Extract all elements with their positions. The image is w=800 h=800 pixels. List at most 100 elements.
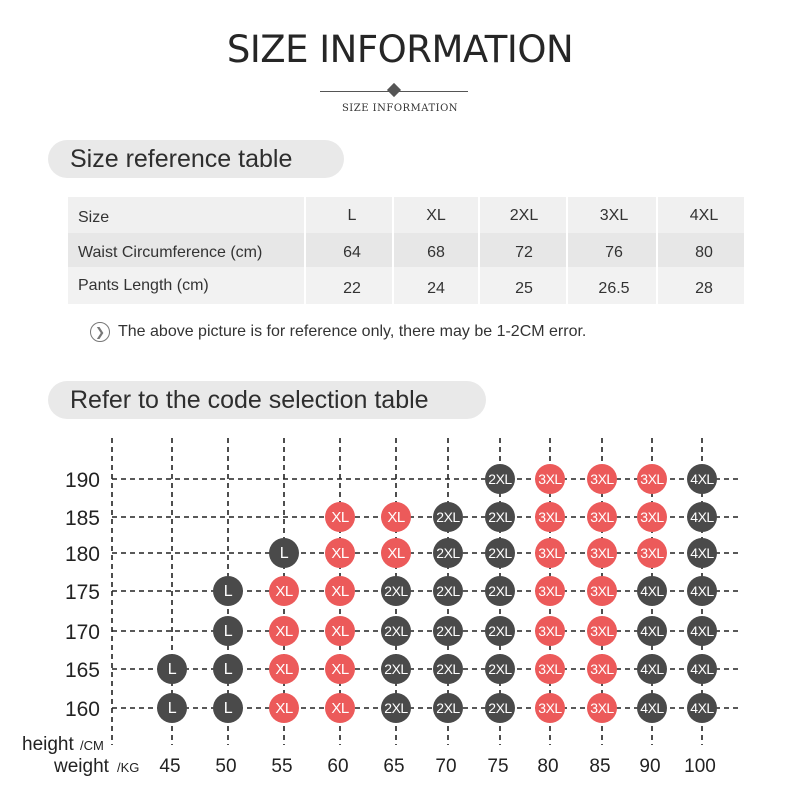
size-badge-label: L — [224, 661, 233, 678]
size-badge — [381, 576, 411, 606]
size-badge-label: 3XL — [538, 583, 562, 599]
size-badge — [325, 502, 355, 532]
size-badge-label: 2XL — [436, 661, 460, 677]
size-badge — [157, 693, 187, 723]
size-badge — [687, 693, 717, 723]
size-badge — [687, 576, 717, 606]
size-badge-label: XL — [331, 583, 349, 600]
size-badge — [213, 616, 243, 646]
table-row-label: Pants Length (cm) — [78, 277, 209, 294]
size-badge-label: L — [168, 661, 177, 678]
size-badge-label: 3XL — [590, 583, 614, 599]
size-badge-label: 2XL — [384, 583, 408, 599]
size-badge-label: 3XL — [538, 545, 562, 561]
size-badge-label: 2XL — [384, 623, 408, 639]
size-badge-label: 4XL — [640, 623, 664, 639]
size-badge — [381, 616, 411, 646]
size-badge-label: 3XL — [640, 471, 664, 487]
size-badge-label: XL — [331, 623, 349, 640]
table-cell: L — [347, 207, 357, 224]
size-reference-table: Size L XL 2XL 3XL 4XL Waist Circumferenc… — [68, 197, 744, 304]
size-badge-label: XL — [275, 623, 293, 640]
x-tick-label: 70 — [435, 756, 456, 777]
size-badge-label: L — [224, 700, 233, 717]
x-axis-label: weight — [53, 756, 110, 777]
size-badge — [485, 464, 515, 494]
section-header-code-selection: Refer to the code selection table — [48, 381, 486, 419]
size-badge-label: 3XL — [640, 509, 664, 525]
size-badge — [433, 693, 463, 723]
size-badge — [637, 464, 667, 494]
table-divider — [656, 197, 658, 304]
table-cell: XL — [426, 207, 446, 224]
size-badge-label: 4XL — [690, 583, 714, 599]
size-badge-label: 2XL — [436, 545, 460, 561]
size-badge-label: 3XL — [538, 623, 562, 639]
size-badge — [637, 654, 667, 684]
size-badge — [381, 654, 411, 684]
note-text: The above picture is for reference only,… — [118, 323, 587, 340]
table-row-band — [68, 233, 744, 267]
y-tick-label: 170 — [65, 621, 100, 644]
size-badge-label: 3XL — [640, 545, 664, 561]
size-badge — [535, 538, 565, 568]
size-badge — [325, 654, 355, 684]
size-badge-label: 2XL — [384, 661, 408, 677]
size-badge-label: 3XL — [590, 700, 614, 716]
x-tick-label: 65 — [383, 756, 404, 777]
x-tick-label: 85 — [589, 756, 610, 777]
size-badge-label: 2XL — [436, 623, 460, 639]
size-badge-label: XL — [275, 700, 293, 717]
table-cell: 28 — [695, 280, 713, 297]
size-badge — [213, 576, 243, 606]
size-badge — [213, 654, 243, 684]
size-badge — [535, 654, 565, 684]
size-badge — [213, 693, 243, 723]
size-badge-label: XL — [331, 509, 349, 526]
size-badge-label: L — [224, 583, 233, 600]
y-tick-label: 180 — [65, 543, 100, 566]
size-badge-label: 2XL — [436, 509, 460, 525]
size-badge-label: 3XL — [590, 545, 614, 561]
y-tick-label: 190 — [65, 469, 100, 492]
x-tick-label: 100 — [684, 756, 716, 777]
table-cell: 24 — [427, 280, 445, 297]
x-tick-label: 90 — [639, 756, 660, 777]
size-badge-label: 2XL — [488, 623, 512, 639]
chevron-right-circle-icon: ❯ — [90, 322, 110, 342]
size-badge-label: L — [224, 623, 233, 640]
size-badge — [269, 576, 299, 606]
size-badge — [587, 616, 617, 646]
size-badge-label: 4XL — [690, 471, 714, 487]
size-badge — [687, 538, 717, 568]
size-badge — [637, 576, 667, 606]
size-badge — [485, 502, 515, 532]
page-title: SIZE INFORMATION — [226, 28, 574, 71]
y-axis-label: height — [22, 734, 74, 755]
size-badge-label: XL — [387, 509, 405, 526]
size-badge-label: 3XL — [538, 661, 562, 677]
table-row-band — [68, 267, 744, 304]
table-cell: 2XL — [509, 207, 539, 224]
section-title: Refer to the code selection table — [70, 385, 429, 414]
size-badge-label: 3XL — [590, 661, 614, 677]
size-badge — [637, 616, 667, 646]
size-badge-label: 3XL — [590, 623, 614, 639]
y-tick-label: 185 — [65, 507, 100, 530]
size-badge — [535, 464, 565, 494]
size-badge — [535, 576, 565, 606]
size-badge — [433, 616, 463, 646]
size-badge-label: 2XL — [436, 583, 460, 599]
section-header-size-reference: Size reference table — [48, 140, 344, 178]
size-badge-label: XL — [331, 700, 349, 717]
size-badge-label: L — [168, 700, 177, 717]
table-cell: 72 — [515, 244, 533, 261]
y-tick-label: 165 — [65, 659, 100, 682]
reference-note: ❯ The above picture is for reference onl… — [90, 322, 586, 342]
table-cell: 25 — [515, 280, 533, 297]
size-badge — [433, 538, 463, 568]
size-badge-label: 2XL — [488, 545, 512, 561]
size-badge — [485, 576, 515, 606]
size-badge-label: XL — [275, 661, 293, 678]
